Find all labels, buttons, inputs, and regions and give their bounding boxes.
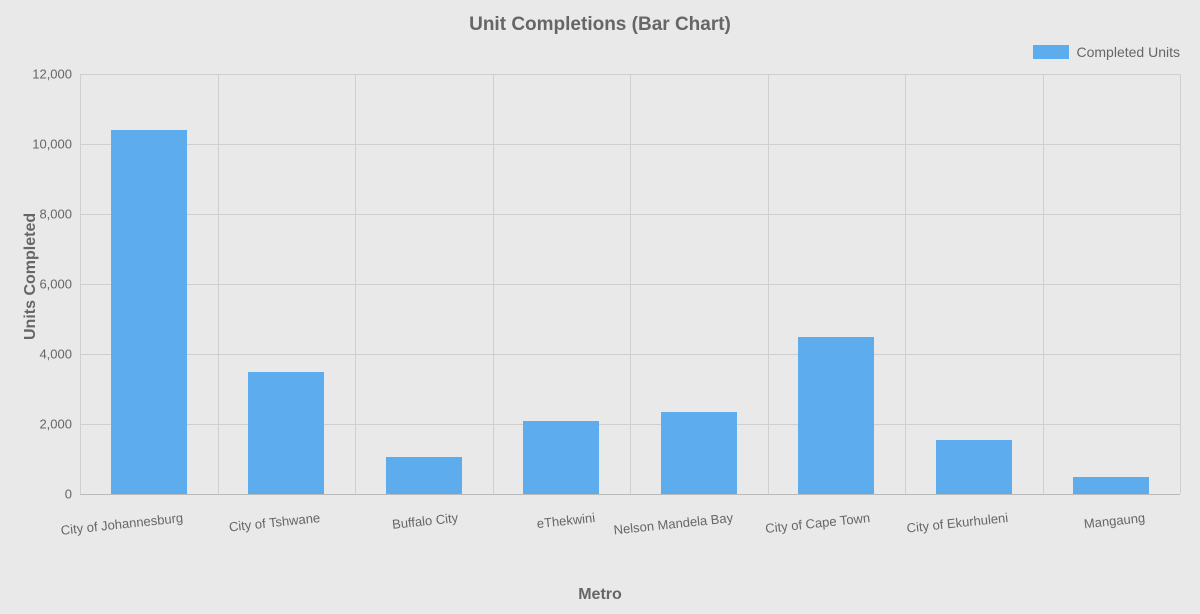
bar (523, 421, 599, 495)
vgridline (1180, 74, 1181, 494)
legend: Completed Units (1033, 44, 1181, 60)
bar (661, 412, 737, 494)
y-tick-label: 4,000 (22, 347, 72, 362)
y-tick-label: 10,000 (22, 137, 72, 152)
vgridline (905, 74, 906, 494)
plot-area (80, 74, 1180, 495)
bar (798, 337, 874, 495)
bar (1073, 477, 1149, 495)
bar (386, 457, 462, 494)
vgridline (218, 74, 219, 494)
bar (936, 440, 1012, 494)
vgridline (630, 74, 631, 494)
legend-swatch (1033, 45, 1069, 59)
legend-label: Completed Units (1077, 44, 1181, 60)
y-tick-label: 2,000 (22, 417, 72, 432)
vgridline (493, 74, 494, 494)
vgridline (80, 74, 81, 494)
chart-container: Unit Completions (Bar Chart) Completed U… (0, 0, 1200, 614)
vgridline (355, 74, 356, 494)
vgridline (768, 74, 769, 494)
bar (248, 372, 324, 495)
y-tick-label: 6,000 (22, 277, 72, 292)
y-tick-label: 0 (22, 487, 72, 502)
y-tick-label: 12,000 (22, 67, 72, 82)
y-tick-label: 8,000 (22, 207, 72, 222)
chart-title: Unit Completions (Bar Chart) (0, 14, 1200, 36)
vgridline (1043, 74, 1044, 494)
x-axis-title: Metro (0, 586, 1200, 604)
bar (111, 130, 187, 494)
